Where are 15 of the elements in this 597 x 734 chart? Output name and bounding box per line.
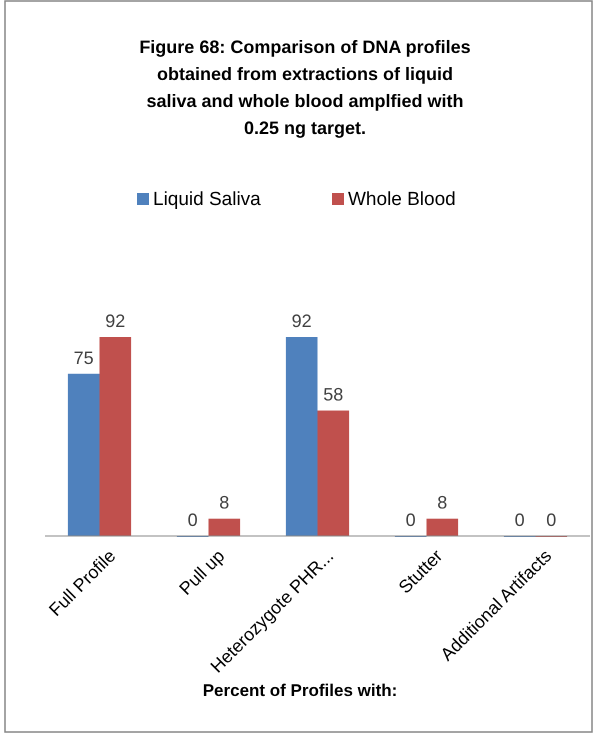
data-label: 0 (514, 510, 525, 530)
data-label: 0 (406, 510, 416, 530)
data-label: 8 (437, 492, 448, 513)
data-label: 92 (105, 311, 126, 331)
legend-label: Liquid Saliva (153, 189, 262, 210)
data-label: 92 (292, 311, 312, 331)
data-label: 0 (546, 510, 556, 530)
data-label: 58 (323, 384, 344, 405)
chart-title: Figure 68: Comparison of DNA profiles obtained from extractions of liquid saliva and whole blood amplfied with 0.25 ng target. (139, 37, 471, 138)
data-label: 0 (188, 510, 198, 530)
x-axis-title: Percent of Profiles with: (202, 681, 398, 700)
x-tick-label: Pull up (175, 546, 228, 599)
legend-label: Whole Blood (348, 189, 456, 210)
data-label: 8 (219, 492, 230, 513)
data-label: 75 (74, 348, 94, 368)
